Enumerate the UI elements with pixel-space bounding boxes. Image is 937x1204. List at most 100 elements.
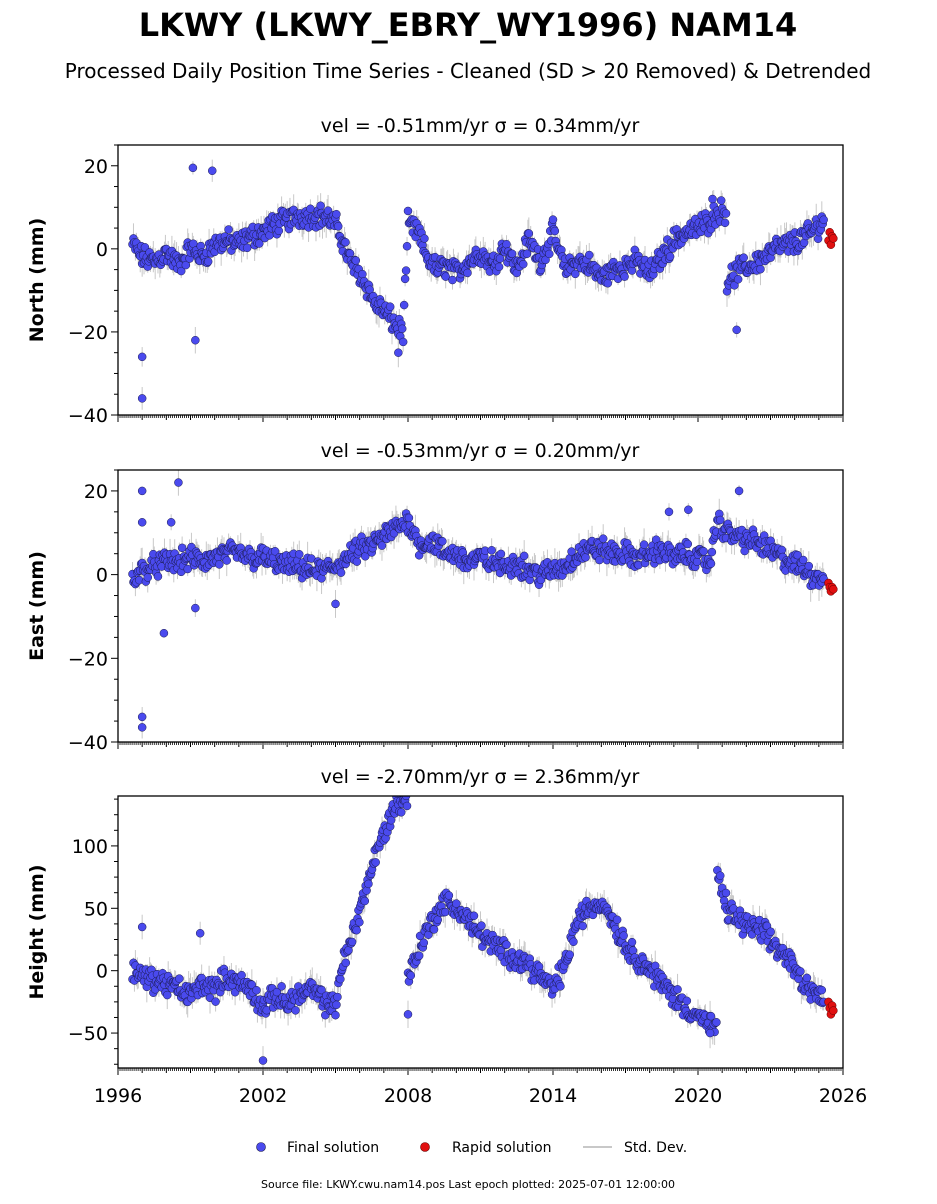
height-final-point (252, 986, 260, 994)
east-final-point (378, 542, 386, 550)
east-final-point (595, 556, 603, 564)
north-final-point (666, 253, 674, 261)
east-ylabel: East (mm) (26, 551, 48, 661)
north-final-point (820, 216, 828, 224)
north-final-point (519, 260, 527, 268)
height-final-point (292, 1006, 300, 1014)
north-final-point (420, 235, 428, 243)
height-final-point (212, 998, 220, 1006)
north-final-point (386, 303, 394, 311)
height-final-point (175, 975, 183, 983)
east-final-point (599, 535, 607, 543)
north-final-point (306, 205, 314, 213)
height-final-point (278, 982, 286, 990)
north-ytick-label: 20 (84, 156, 108, 178)
east-ytick-label: −20 (68, 648, 108, 670)
north-final-point (404, 207, 412, 215)
north-final-point (334, 222, 342, 230)
east-final-point (138, 723, 146, 731)
north-final-point (722, 210, 730, 218)
north-final-point (733, 326, 741, 334)
north-final-point (621, 273, 629, 281)
north-ytick-label: −20 (68, 322, 108, 344)
east-panel: vel = -0.53mm/yr σ = 0.20mm/yr East (mm)… (26, 440, 843, 754)
north-ylabel: North (mm) (26, 218, 48, 343)
north-final-point (463, 269, 471, 277)
height-final-point (420, 939, 428, 947)
east-final-point (138, 518, 146, 526)
east-final-point (138, 487, 146, 495)
east-final-point (708, 548, 716, 556)
north-final-point (138, 353, 146, 361)
north-final-point (401, 275, 409, 283)
east-final-point (138, 713, 146, 721)
east-points-layer (129, 479, 838, 732)
east-final-point (497, 550, 505, 558)
north-final-point (394, 349, 402, 357)
height-final-point (333, 993, 341, 1001)
north-final-point (402, 267, 410, 275)
north-final-point (721, 219, 729, 227)
east-final-point (716, 516, 724, 524)
figure-subtitle: Processed Daily Position Time Series - C… (65, 59, 871, 83)
east-final-point (178, 544, 186, 552)
east-final-point (700, 547, 708, 555)
east-final-point (684, 506, 692, 514)
height-final-point (503, 941, 511, 949)
east-rapid-point (829, 585, 837, 593)
north-final-point (448, 276, 456, 284)
north-final-point (740, 254, 748, 262)
north-final-point (549, 216, 557, 224)
east-final-point (582, 553, 590, 561)
height-final-point (407, 972, 415, 980)
height-final-point (445, 891, 453, 899)
north-final-point (495, 263, 503, 271)
height-final-point (430, 925, 438, 933)
height-final-point (397, 808, 405, 816)
height-points-layer (129, 792, 838, 1065)
height-final-point (470, 912, 478, 920)
height-ylabel: Height (mm) (26, 864, 48, 999)
north-final-point (266, 231, 274, 239)
height-final-point (336, 975, 344, 983)
north-final-point (358, 270, 366, 278)
height-final-point (364, 880, 372, 888)
east-final-point (223, 557, 231, 565)
east-final-point (693, 558, 701, 566)
east-final-point (488, 546, 496, 554)
east-final-point (332, 600, 340, 608)
north-final-point (332, 210, 340, 218)
east-final-point (337, 569, 345, 577)
height-final-point (372, 858, 380, 866)
east-final-point (191, 604, 199, 612)
east-axes-frame (118, 470, 843, 742)
north-final-point (734, 275, 742, 283)
north-final-point (243, 244, 251, 252)
north-final-point (400, 301, 408, 309)
north-final-point (208, 167, 216, 175)
east-final-point (778, 546, 786, 554)
east-final-point (799, 556, 807, 564)
height-final-point (355, 918, 363, 926)
east-final-point (735, 487, 743, 495)
east-final-point (640, 541, 648, 549)
east-final-point (144, 573, 152, 581)
height-final-point (403, 802, 411, 810)
height-final-point (434, 916, 442, 924)
north-final-point (403, 242, 411, 250)
north-panel-title: vel = -0.51mm/yr σ = 0.34mm/yr (321, 115, 640, 137)
north-final-point (225, 226, 233, 234)
height-final-point (348, 938, 356, 946)
east-final-point (160, 629, 168, 637)
north-final-point (525, 229, 533, 237)
north-final-point (398, 325, 406, 333)
north-panel: vel = -0.51mm/yr σ = 0.34mm/yr North (mm… (26, 115, 843, 427)
east-data-layer (129, 469, 838, 738)
north-final-point (138, 394, 146, 402)
height-final-point (332, 1001, 340, 1009)
north-points-layer (129, 164, 838, 403)
east-final-point (805, 562, 813, 570)
height-panel-title: vel = -2.70mm/yr σ = 2.36mm/yr (321, 766, 640, 788)
